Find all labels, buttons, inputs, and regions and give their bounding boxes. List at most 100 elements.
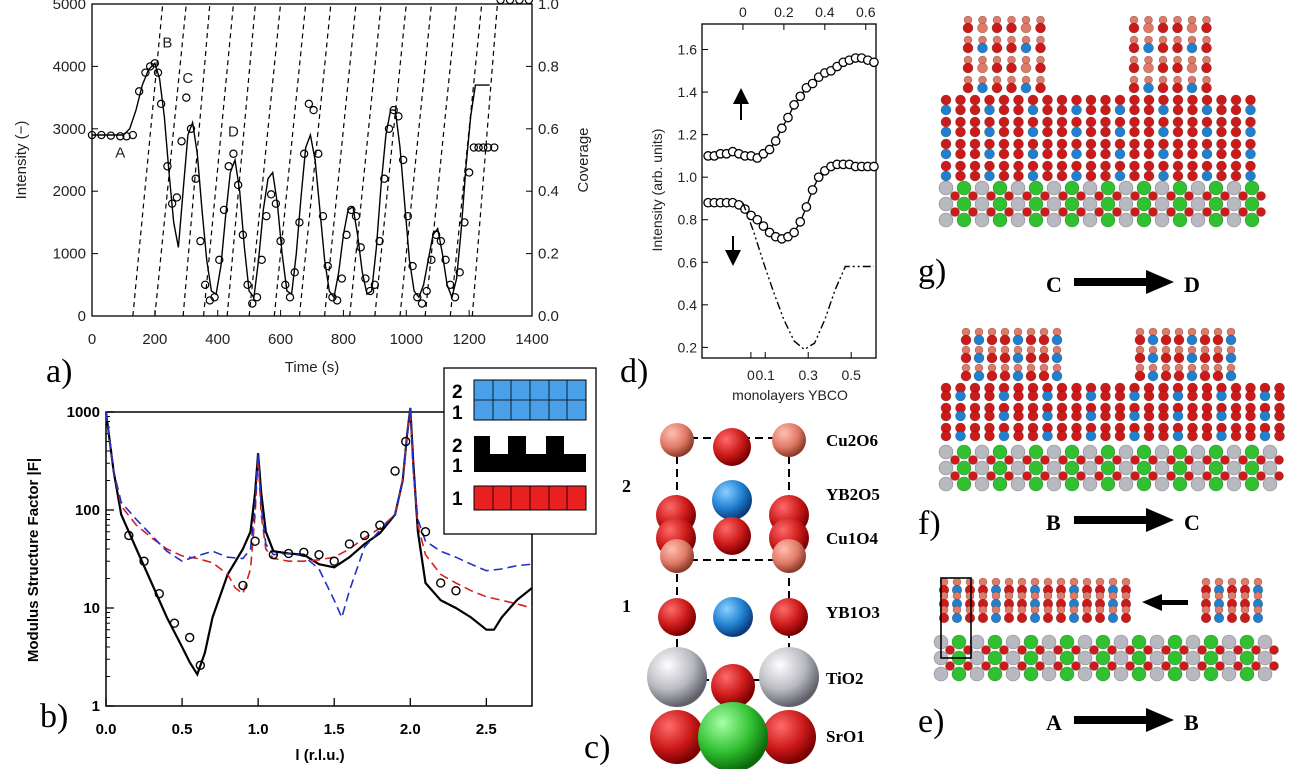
panel-g: g) C D (918, 15, 1266, 297)
atom-oxygen (1245, 160, 1256, 172)
atom-oxygen (962, 62, 974, 74)
y-tick-label: 1.6 (678, 42, 698, 58)
atom-oxygen (1143, 94, 1155, 106)
atom-oxygen (1085, 170, 1097, 182)
atom-copper (1004, 591, 1014, 601)
data-point (801, 202, 812, 212)
atom-oxygen (1114, 160, 1126, 172)
atom-copper (1201, 605, 1211, 615)
atom-oxygen (1201, 42, 1212, 54)
data-point (420, 527, 431, 537)
atom-titanium (1118, 460, 1134, 476)
atom-oxygen (940, 116, 952, 128)
atom-strontium (1172, 476, 1188, 492)
atom-oxygen (1085, 138, 1097, 150)
group-label-1: 1 (622, 596, 631, 616)
atom-oxygen (1076, 191, 1086, 201)
atom-oxygen (1042, 94, 1053, 106)
atom-oxygen (1160, 370, 1172, 382)
data-point (250, 536, 260, 546)
atom-copper (1030, 605, 1040, 615)
data-point (795, 216, 806, 227)
atom-oxygen (1125, 661, 1135, 671)
data-point (427, 255, 436, 265)
atom-strontium (1131, 666, 1147, 682)
atom-oxygen (1035, 661, 1045, 671)
atom-titanium (1010, 180, 1026, 196)
atom-strontium (1208, 476, 1224, 492)
top-tick-label: 0.6 (856, 4, 876, 20)
data-point (403, 211, 413, 221)
atom-yttrium_barium (940, 104, 952, 116)
atom-oxygen (1085, 116, 1097, 128)
panel-a-ylabel-right: Coverage (575, 127, 592, 192)
x-tick-label: 1.5 (324, 721, 345, 738)
atom-strontium (1208, 196, 1224, 212)
atom-titanium (1257, 634, 1273, 650)
atom-oxygen (955, 160, 966, 172)
atom-copper (1240, 577, 1250, 587)
atom-oxygen (998, 138, 1010, 150)
atom-oxygen (1172, 82, 1183, 94)
atom-oxygen (955, 104, 966, 116)
atom-yttrium_barium (977, 42, 988, 54)
atom-oxygen (1025, 370, 1037, 382)
data-point (295, 218, 304, 227)
atom-oxygen (1200, 612, 1212, 624)
panel-a-label: a) (46, 353, 72, 390)
atom-oxygen (1158, 410, 1169, 422)
atom-oxygen (650, 710, 704, 764)
atom-copper (991, 577, 1001, 587)
atom-oxygen (1013, 94, 1024, 106)
point-label: C (182, 70, 193, 87)
atom-oxygen (1216, 148, 1227, 160)
panel-d-plot-frame (701, 23, 877, 359)
atom-strontium (1136, 212, 1152, 228)
atom-oxygen (1013, 116, 1024, 128)
atom-oxygen (955, 170, 966, 182)
atom-oxygen (984, 160, 995, 172)
atom-oxygen (1013, 390, 1024, 402)
atom-strontium (987, 666, 1003, 682)
atom-copper (952, 605, 962, 615)
atom-titanium (1041, 666, 1057, 682)
atom-oxygen (1238, 207, 1248, 217)
atom-oxygen (1016, 612, 1028, 624)
legend-blue-grid (474, 380, 586, 420)
data-point (464, 168, 474, 177)
atom-oxygen (1172, 94, 1184, 106)
atom-oxygen (1230, 116, 1242, 128)
atom-oxygen (1157, 62, 1169, 74)
atom-titanium (1082, 180, 1098, 196)
atom-oxygen (1230, 126, 1242, 138)
atom-oxygen (1089, 645, 1099, 655)
atom-yttrium_barium (955, 430, 966, 442)
atom-titanium (1113, 650, 1129, 666)
atom-copper (1143, 22, 1154, 34)
data-point (344, 539, 355, 549)
atom-titanium (1149, 650, 1165, 666)
panel-g-atoms (938, 15, 1266, 228)
atom-yttrium_barium (1029, 612, 1041, 624)
atom-titanium (1226, 444, 1242, 460)
atom-oxygen (1202, 207, 1212, 217)
group-label-2: 2 (622, 476, 631, 496)
atom-oxygen (945, 661, 955, 671)
atom-yttrium_barium (1071, 148, 1082, 160)
atom-yttrium-barium (712, 480, 752, 520)
atom-oxygen (969, 148, 981, 160)
atom-strontium (1095, 634, 1111, 650)
atom-oxygen (1173, 370, 1185, 382)
atom-copper (1017, 605, 1027, 615)
atom-yttrium_barium (1027, 148, 1039, 160)
atom-oxygen (1274, 390, 1285, 402)
atom-copper (991, 591, 1001, 601)
data-point (450, 293, 460, 302)
atom-copper (1143, 62, 1154, 74)
atom-oxygen (1100, 410, 1111, 422)
atom-oxygen (1013, 160, 1024, 172)
x-tick-label: 1000 (390, 331, 423, 348)
data-point (460, 218, 469, 227)
atom-oxygen (713, 428, 751, 466)
atom-strontium (956, 476, 972, 492)
